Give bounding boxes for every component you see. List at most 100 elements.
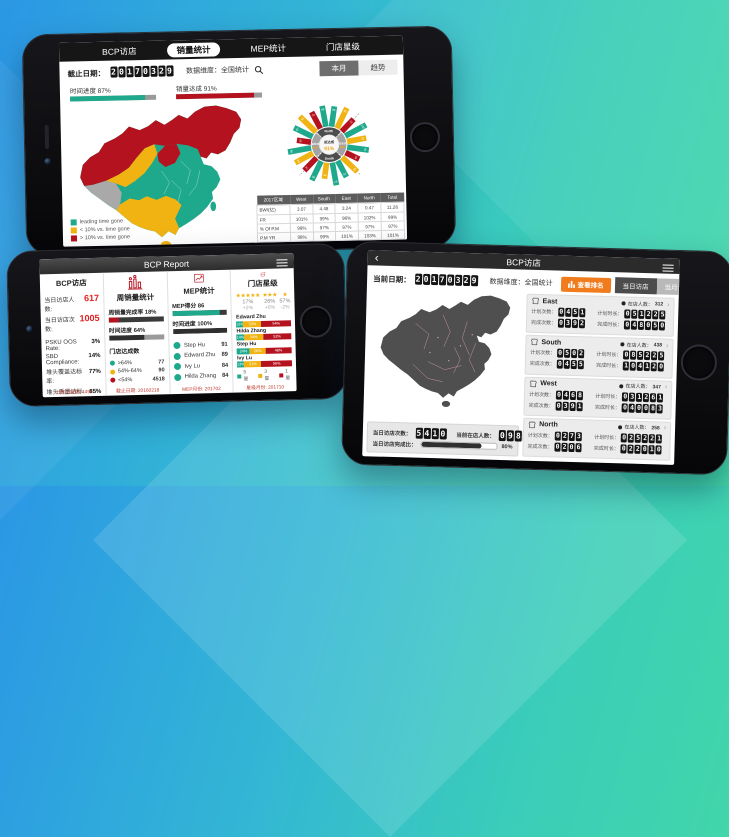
home-button[interactable] (680, 344, 717, 381)
home-button[interactable] (410, 122, 441, 153)
person-score: 84 (222, 373, 229, 379)
desktop-wallpaper: { "colors":{"green":"#1fa98c","yellow":"… (0, 0, 729, 486)
legend-item: < 10% vs. time gone (71, 226, 130, 233)
home-button[interactable] (300, 305, 333, 338)
dot-icon (618, 425, 622, 429)
store-icon (531, 297, 539, 305)
region-name: South (541, 339, 561, 347)
phone-right-bezel (674, 259, 724, 466)
completion-rate-bar (420, 441, 497, 450)
person-dot (173, 352, 180, 359)
star-group: ★★★26%+0% (262, 292, 277, 311)
tab-门店星级[interactable]: 门店星级 (317, 39, 369, 54)
sales-main: leading time gone< 10% vs. time gone> 10… (60, 97, 407, 247)
person-dot (173, 363, 180, 370)
progress-track (176, 93, 262, 100)
svg-text:92%: 92% (340, 145, 346, 149)
chevron-right-icon: › (667, 301, 670, 308)
back-icon[interactable]: ‹ (375, 250, 379, 264)
view-ranking-button[interactable]: 查看排名 (560, 276, 610, 292)
person-dot (174, 373, 181, 380)
report-title: BCP Report (144, 258, 189, 269)
svg-text:91%: 91% (324, 146, 335, 152)
star-distribution: ★★★★★17%+2%★★★26%+0%★57%-2% (235, 291, 290, 311)
period-toggle: 本月趋势 (319, 59, 397, 76)
instore-count: 在店人数：347› (619, 382, 667, 390)
star-group: ★★★★★17%+2% (235, 292, 260, 312)
svg-text:90%: 90% (312, 146, 318, 150)
stat-row: SBD Compliance:14% (46, 352, 101, 365)
dot-icon (622, 301, 626, 305)
column-title: 周销量统计 (117, 292, 155, 304)
date-label: 当前日期： (373, 273, 411, 285)
mini-bar-track (109, 316, 164, 322)
phone-left-bezel (15, 259, 42, 398)
completion-rate-label: 当日访店完成比： (372, 439, 416, 448)
legend-item: leading time gone (71, 218, 130, 225)
tab-当日访店[interactable]: 当日访店 (614, 277, 656, 294)
mini-bar-track (173, 327, 228, 333)
ranking-bars-icon (567, 280, 574, 287)
mini-bar-时间进度 100%: 时间进度 100% (172, 317, 227, 333)
star-legend-item: 5星 (237, 370, 250, 382)
svg-text:North: North (324, 129, 333, 133)
dimension-label: 数据维度：全国统计 (186, 65, 249, 76)
bullet-item: 54%-64%90 (110, 367, 165, 374)
dot-icon (621, 343, 625, 347)
mini-bar-时间进度 64%: 时间进度 64% (109, 324, 164, 340)
tab-当月访店[interactable]: 当月访店 (656, 278, 679, 295)
line-chart-icon (189, 273, 209, 284)
search-icon[interactable] (254, 65, 263, 74)
bar-chart-icon (125, 275, 145, 291)
column-footer: 星级月份: 201710 (234, 383, 297, 392)
map-legend: leading time gone< 10% vs. time gone> 10… (71, 216, 130, 241)
svg-text:总达成: 总达成 (324, 139, 335, 144)
instore-count: 在店人数：312› (622, 300, 670, 308)
menu-icon[interactable] (276, 257, 287, 268)
tab-MEP统计[interactable]: MEP统计 (241, 40, 295, 55)
menu-icon[interactable] (662, 262, 673, 273)
chevron-right-icon: › (666, 342, 669, 349)
period-button-本月[interactable]: 本月 (319, 60, 358, 76)
tab-销量统计[interactable]: 销量统计 (167, 42, 219, 57)
store-achieve-title: 门店达成数 (109, 346, 139, 356)
person-score: 91 (221, 341, 228, 347)
period-button-趋势[interactable]: 趋势 (358, 59, 397, 75)
column-star-rating: 门店星级 ★★★★★17%+2%★★★26%+0%★57%-2% Edward … (231, 268, 297, 392)
person-dot (173, 342, 180, 349)
tab-BCP访店[interactable]: BCP访店 (93, 43, 146, 58)
